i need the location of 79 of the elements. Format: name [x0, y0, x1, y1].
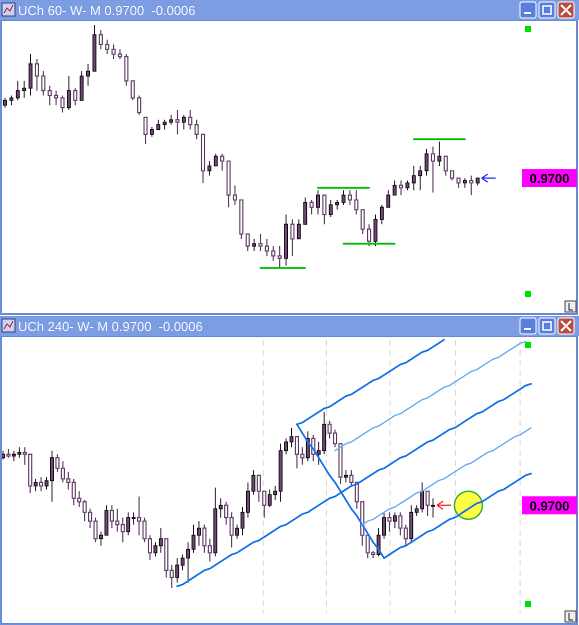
candlestick: [54, 90, 58, 106]
candlestick: [48, 85, 52, 106]
candlestick: [150, 126, 154, 138]
candlestick: [137, 94, 142, 116]
candlestick: [444, 156, 448, 176]
candlestick: [175, 109, 180, 135]
candlestick: [130, 80, 135, 101]
candlestick: [73, 88, 78, 106]
candlestick: [194, 119, 199, 140]
candlestick: [239, 199, 244, 240]
candlestick: [374, 214, 378, 247]
candlestick: [22, 80, 26, 98]
candlestick: [296, 218, 301, 240]
candlestick: [469, 175, 474, 196]
candlestick: [220, 153, 224, 172]
candlestick: [392, 180, 397, 196]
candlestick: [430, 146, 436, 194]
candlestick: [9, 95, 14, 106]
candlestick: [462, 178, 467, 188]
candlestick: [264, 238, 269, 256]
candlestick: [310, 199, 314, 216]
annotation: 0.9700: [530, 498, 570, 514]
candlestick: [316, 190, 320, 215]
candlestick: [354, 190, 358, 216]
candlestick: [41, 70, 46, 96]
candlestick: [28, 54, 32, 96]
candlestick: [98, 29, 103, 50]
candlestick: [34, 58, 40, 92]
candlestick: [80, 70, 84, 101]
candlestick: [303, 197, 308, 225]
candlestick: [86, 63, 90, 86]
candlestick: [162, 119, 167, 130]
candlestick: [398, 180, 404, 196]
candlestick: [271, 246, 276, 262]
candlestick: [456, 177, 461, 188]
candlestick: [476, 178, 480, 186]
candlestick: [182, 114, 186, 130]
candlestick: [232, 184, 238, 206]
candlestick: [169, 114, 174, 126]
candlestick: [226, 160, 231, 208]
candlestick: [284, 214, 288, 266]
candlestick: [342, 190, 346, 206]
candlestick: [412, 165, 416, 191]
candlestick: [450, 170, 454, 182]
candlestick: [111, 44, 116, 60]
candlestick: [380, 204, 384, 225]
chart-title: UCh 60- W- M 0.9700 -0.0006: [18, 3, 196, 18]
candlestick: [105, 38, 110, 55]
chart-title: UCh 240- W- M 0.9700 -0.0006: [18, 319, 203, 334]
candlestick: [156, 119, 160, 130]
candlestick: [66, 76, 71, 110]
candlestick: [118, 48, 122, 60]
candlestick: [386, 190, 390, 208]
candlestick: [188, 109, 192, 130]
candlestick: [322, 194, 326, 225]
candlestick: [16, 80, 20, 101]
candlestick: [328, 200, 333, 218]
candlestick: [405, 180, 410, 191]
candlestick: [335, 200, 340, 210]
candlestick: [258, 233, 263, 252]
candlestick: [143, 116, 148, 145]
candlestick: [437, 141, 442, 166]
candlestick: [360, 209, 365, 235]
candlestick: [3, 97, 7, 108]
candlestick: [214, 153, 218, 166]
candlestick: [278, 246, 282, 269]
candlestick: [252, 238, 256, 252]
candlestick: [246, 233, 250, 252]
candlestick: [290, 218, 295, 256]
text: 0.9700: [530, 171, 570, 186]
candlestick: [124, 54, 128, 86]
candlestick: [92, 24, 96, 72]
candlestick: [60, 94, 65, 114]
candlestick: [200, 134, 206, 184]
candlestick: [207, 160, 212, 176]
candlestick: [418, 165, 422, 191]
candlestick: [424, 148, 429, 176]
candlestick: [348, 190, 352, 206]
candlestick: [366, 224, 372, 247]
